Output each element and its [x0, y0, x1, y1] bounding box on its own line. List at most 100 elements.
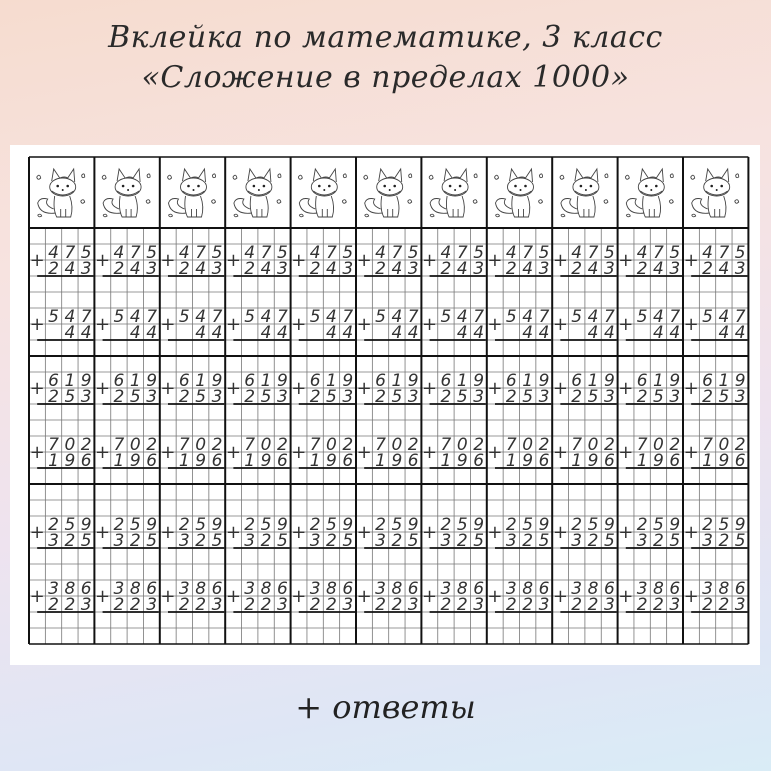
digit: 7 — [522, 243, 533, 263]
digit: 2 — [637, 595, 648, 615]
digit: 4 — [114, 243, 125, 263]
digit: 9 — [473, 371, 484, 391]
digit: 4 — [522, 307, 533, 327]
digit: 2 — [571, 595, 582, 615]
plus-sign: + — [291, 586, 306, 607]
digit: 1 — [718, 371, 729, 391]
digit: 2 — [375, 515, 386, 535]
plus-sign: + — [160, 314, 175, 335]
digit: 1 — [179, 451, 190, 471]
digit: 2 — [702, 259, 713, 279]
digit: 9 — [342, 371, 353, 391]
digit: 5 — [146, 243, 157, 263]
digit: 4 — [130, 259, 141, 279]
digit: 1 — [48, 451, 59, 471]
digit: 1 — [506, 451, 517, 471]
digit: 4 — [310, 243, 321, 263]
digit: 3 — [114, 531, 125, 551]
digit: 2 — [310, 259, 321, 279]
digit: 0 — [64, 435, 75, 455]
digit: 3 — [342, 595, 353, 615]
digit: 7 — [114, 435, 125, 455]
digit: 9 — [277, 371, 288, 391]
digit: 7 — [669, 307, 680, 327]
plus-sign: + — [30, 314, 45, 335]
digit: 2 — [261, 531, 272, 551]
digit: 6 — [244, 371, 255, 391]
digit: 5 — [653, 515, 664, 535]
digit: 3 — [735, 387, 746, 407]
digit: 5 — [195, 387, 206, 407]
digit: 7 — [342, 307, 353, 327]
title-line-1: Вклейка по математике, 3 класс — [108, 20, 663, 55]
plus-sign: + — [95, 586, 110, 607]
digit: 2 — [48, 387, 59, 407]
plus-sign: + — [487, 378, 502, 399]
plus-sign: + — [684, 522, 699, 543]
digit: 1 — [326, 371, 337, 391]
plus-sign: + — [95, 522, 110, 543]
digit: 0 — [522, 435, 533, 455]
digit: 2 — [588, 531, 599, 551]
digit: 0 — [130, 435, 141, 455]
digit: 7 — [391, 243, 402, 263]
digit: 4 — [408, 323, 419, 343]
digit: 2 — [506, 259, 517, 279]
digit: 2 — [146, 435, 157, 455]
plus-sign: + — [160, 522, 175, 543]
plus-sign: + — [618, 250, 633, 271]
plus-sign: + — [95, 378, 110, 399]
digit: 3 — [571, 531, 582, 551]
digit: 9 — [604, 515, 615, 535]
digit: 6 — [342, 579, 353, 599]
digit: 5 — [669, 243, 680, 263]
digit: 5 — [571, 307, 582, 327]
digit: 4 — [457, 307, 468, 327]
digit: 7 — [64, 243, 75, 263]
digit: 3 — [539, 595, 550, 615]
digit: 5 — [81, 531, 92, 551]
plus-sign: + — [487, 586, 502, 607]
digit: 5 — [391, 387, 402, 407]
digit: 5 — [604, 531, 615, 551]
digit: 5 — [179, 307, 190, 327]
digit: 2 — [130, 531, 141, 551]
digit: 8 — [130, 579, 141, 599]
plus-sign: + — [30, 378, 45, 399]
digit: 3 — [179, 531, 190, 551]
digit: 4 — [718, 307, 729, 327]
digit: 2 — [391, 531, 402, 551]
plus-sign: + — [618, 378, 633, 399]
digit: 4 — [653, 259, 664, 279]
digit: 2 — [326, 531, 337, 551]
digit: 6 — [48, 371, 59, 391]
digit: 3 — [81, 595, 92, 615]
plus-sign: + — [226, 586, 241, 607]
digit: 4 — [604, 323, 615, 343]
digit: 3 — [506, 531, 517, 551]
digit: 1 — [261, 371, 272, 391]
plus-sign: + — [30, 522, 45, 543]
digit: 8 — [64, 579, 75, 599]
plus-sign: + — [30, 586, 45, 607]
digit: 5 — [326, 515, 337, 535]
digit: 7 — [261, 243, 272, 263]
digit: 3 — [212, 595, 223, 615]
digit: 3 — [375, 579, 386, 599]
digit: 2 — [64, 531, 75, 551]
digit: 3 — [702, 531, 713, 551]
digit: 5 — [408, 531, 419, 551]
digit: 2 — [457, 531, 468, 551]
digit: 2 — [310, 515, 321, 535]
digit: 5 — [277, 531, 288, 551]
fox-icon — [428, 167, 478, 218]
digit: 5 — [130, 515, 141, 535]
digit: 3 — [669, 595, 680, 615]
digit: 5 — [718, 387, 729, 407]
digit: 2 — [114, 387, 125, 407]
digit: 5 — [473, 243, 484, 263]
digit: 4 — [571, 243, 582, 263]
digit: 1 — [310, 451, 321, 471]
plus-sign: + — [226, 522, 241, 543]
digit: 5 — [375, 307, 386, 327]
